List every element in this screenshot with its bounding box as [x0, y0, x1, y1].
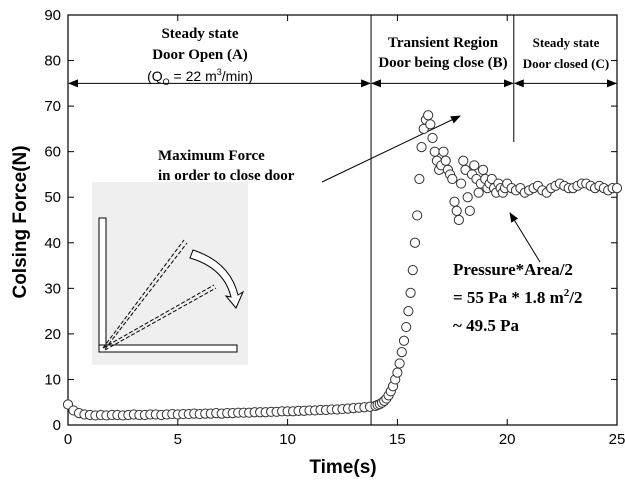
plot-area [68, 15, 617, 425]
annotation-arrow [321, 115, 461, 183]
dashed-door [102, 284, 215, 349]
data-point [447, 173, 458, 185]
data-point [462, 192, 473, 203]
annotation-sup: 3 [217, 67, 222, 77]
annotation-part: = 22 m [170, 68, 217, 84]
annotation: Steady state [533, 35, 600, 50]
y-tick-label: 60 [44, 144, 61, 161]
annotation: Pressure*Area/2 [453, 260, 573, 279]
data-point [458, 155, 469, 166]
annotation: Steady state [161, 26, 238, 42]
data-point [401, 321, 412, 333]
x-tick-label: 25 [609, 431, 625, 448]
y-tick-label: 90 [44, 7, 61, 24]
rotation-arrow [189, 249, 245, 309]
data-point [414, 173, 425, 185]
x-tick-label: 0 [64, 431, 72, 448]
annotation-sup: 2 [564, 287, 570, 299]
data-point [611, 183, 623, 194]
data-point [427, 132, 438, 144]
data-point [416, 142, 427, 153]
data-point [392, 367, 403, 378]
x-axis-label: Time(s) [309, 457, 376, 478]
data-point [407, 265, 418, 276]
annotation-part: (Q [147, 68, 163, 84]
data-point [451, 205, 462, 216]
annotation: Transient Region [388, 35, 499, 51]
x-tick-label: 20 [499, 431, 516, 448]
plot-frame [67, 14, 618, 426]
annotation: Door Open (A) [152, 47, 248, 63]
annotation-sub: O [163, 77, 170, 87]
annotation-part: = 55 Pa * 1.8 m [453, 288, 564, 307]
data-point [398, 335, 410, 346]
x-tick-label: 15 [389, 431, 406, 448]
y-tick-label: 10 [44, 371, 61, 388]
dashed-door [104, 287, 217, 351]
annotation: Maximum Force [158, 148, 265, 164]
data-point [409, 237, 421, 248]
data-point [412, 210, 423, 221]
annotation: Door being close (B) [378, 55, 507, 71]
dashed-door [104, 242, 188, 350]
annotation: (QO = 22 m3/min) [147, 67, 253, 87]
data-point [405, 287, 416, 298]
annotation: in order to close door [158, 168, 295, 184]
data-point [440, 155, 451, 166]
data-point [455, 178, 467, 189]
data-point [438, 146, 449, 157]
data-point [429, 146, 440, 157]
y-tick-label: 40 [44, 235, 61, 252]
data-point [396, 347, 407, 358]
y-tick-label: 30 [44, 280, 61, 297]
data-point [403, 306, 414, 317]
annotation: Door closed (C) [523, 56, 609, 71]
door-90 [98, 217, 107, 353]
dashed-door [102, 239, 185, 349]
y-axis-label: Colsing Force(N) [10, 145, 31, 298]
x-tick-label: 10 [279, 431, 296, 448]
annotation: ~ 49.5 Pa [453, 316, 519, 335]
annotation-arrow [509, 212, 541, 263]
data-point [449, 196, 460, 207]
annotation: = 55 Pa * 1.8 m2/2 [453, 287, 582, 307]
data-point [453, 214, 464, 226]
data-point [423, 110, 434, 121]
door-0 [98, 344, 238, 353]
x-tick-label: 5 [174, 431, 182, 448]
y-tick-label: 70 [44, 98, 61, 115]
data-point [394, 358, 405, 369]
y-tick-label: 80 [44, 53, 61, 70]
annotation-part: /min) [222, 68, 253, 84]
annotations: Steady state Door Open (A) (QO = 22 m3/m… [147, 26, 609, 335]
data-point [477, 164, 489, 175]
data-point [469, 160, 480, 171]
data-point [473, 187, 484, 198]
y-tick-label: 0 [53, 417, 61, 434]
data-point [425, 119, 436, 130]
inset-diagram [92, 182, 248, 365]
y-tick-label: 20 [44, 326, 61, 343]
annotation-part: /2 [568, 288, 582, 307]
y-tick-label: 50 [44, 189, 61, 206]
data-point [464, 205, 475, 216]
